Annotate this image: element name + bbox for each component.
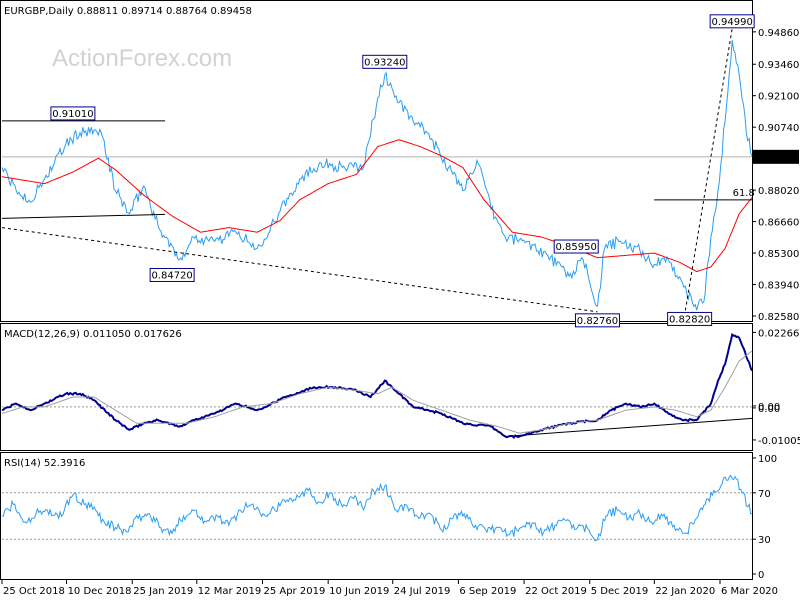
x-axis-tick-label: 10 Jun 2019 (329, 586, 389, 597)
price-trendline (1, 213, 166, 219)
swing-label-text: 0.85950 (556, 242, 597, 253)
x-axis-tick-label: 22 Jan 2020 (655, 586, 715, 597)
swing-label: 0.94990 (709, 14, 755, 29)
x-axis-tick-label: 6 Sep 2019 (459, 586, 516, 597)
fib-level-label: 61.8 (733, 188, 755, 199)
price-y-tick-label: 0.94860 (758, 28, 799, 39)
macd-y-tick-label: 0.022662 (758, 328, 800, 339)
swing-label-box (574, 313, 620, 328)
axis-layer: 0.94860 0.93460 0.92100 0.90740 0.89458 0.880… (1, 28, 800, 597)
swing-label-text: 0.94990 (711, 17, 752, 28)
price-series-moving_average (1, 139, 753, 273)
price-y-tick-label: 0.82580 (758, 312, 799, 323)
swing-label-text: 0.93240 (364, 57, 405, 68)
price-header: EURGBP,Daily 0.88811 0.89714 0.88764 0.8… (4, 6, 252, 17)
swing-label: 0.84720 (149, 267, 195, 282)
macd-layer (1, 332, 753, 440)
swing-label-box (709, 14, 755, 29)
rsi-layer (2, 474, 753, 542)
swing-label-text: 0.82760 (577, 316, 618, 327)
x-axis-tick-label: 22 Oct 2019 (525, 586, 587, 597)
price-y-tick-label: 0.85300 (758, 249, 799, 260)
rsi-y-tick-label: 0 (758, 570, 764, 581)
swing-label: 0.93240 (362, 54, 408, 69)
price-panel (0, 0, 753, 322)
macd-y-tick-label: 0.00 (758, 402, 780, 413)
x-axis-tick-label: 25 Apr 2019 (263, 586, 325, 597)
macd-trendline (505, 417, 753, 437)
swing-label-box (50, 106, 96, 121)
rsi-panel (0, 452, 753, 580)
x-axis-tick-label: 10 Dec 2018 (68, 586, 132, 597)
price-series-close_line (1, 40, 753, 311)
price-y-tick-label: 0.90740 (758, 123, 799, 134)
macd-series-macd (1, 332, 753, 440)
price-layer: 61.8 0.91010 0.84720 0.93240 0.82760 0.85950 0… (1, 14, 755, 328)
current-price-tag (753, 149, 799, 164)
x-axis-tick-label: 24 Jul 2019 (394, 586, 451, 597)
macd-series-signal (1, 350, 753, 434)
swing-label: 0.82760 (574, 313, 620, 328)
price-y-tick-label: 0.92100 (758, 92, 799, 103)
swing-label: 0.85950 (553, 239, 599, 254)
rsi-header: RSI(14) 52.3916 (4, 458, 85, 469)
swing-label: 0.91010 (50, 106, 96, 121)
x-axis-tick-label: 12 Mar 2019 (198, 586, 261, 597)
current-price-tag-text: 0.89458 (757, 153, 798, 164)
macd-y-tick-label: 0.00 (758, 404, 780, 415)
x-axis-tick-label: 6 Mar 2020 (721, 586, 778, 597)
x-axis-tick-label: 25 Oct 2018 (3, 586, 65, 597)
macd-y-tick-label: -0.010052 (758, 436, 800, 447)
macd-panel (0, 323, 753, 451)
price-y-tick-label: 0.88020 (758, 186, 799, 197)
price-y-tick-label: 0.83940 (758, 281, 799, 292)
price-y-tick-label: 0.93460 (758, 60, 799, 71)
swing-label: 0.82820 (667, 311, 713, 326)
swing-label-box (553, 239, 599, 254)
rsi-y-tick-label: 100 (758, 454, 777, 465)
x-axis-tick-label: 25 Jan 2019 (133, 586, 193, 597)
price-y-tick-label: 0.86660 (758, 218, 799, 229)
x-axis-tick-label: 5 Dec 2019 (591, 586, 649, 597)
rsi-y-tick-label: 30 (758, 535, 771, 546)
swing-label-box (149, 267, 195, 282)
swing-label-box (362, 54, 408, 69)
watermark: ActionForex.com (52, 45, 232, 72)
rsi-y-tick-label: 70 (758, 489, 771, 500)
swing-label-text: 0.82820 (669, 314, 710, 325)
macd-header: MACD(12,26,9) 0.011050 0.017626 (4, 329, 182, 340)
swing-label-text: 0.84720 (151, 270, 192, 281)
swing-label-box (667, 311, 713, 326)
swing-label-text: 0.91010 (52, 109, 93, 120)
rsi-series (2, 474, 753, 542)
price-trendline (1, 227, 598, 313)
